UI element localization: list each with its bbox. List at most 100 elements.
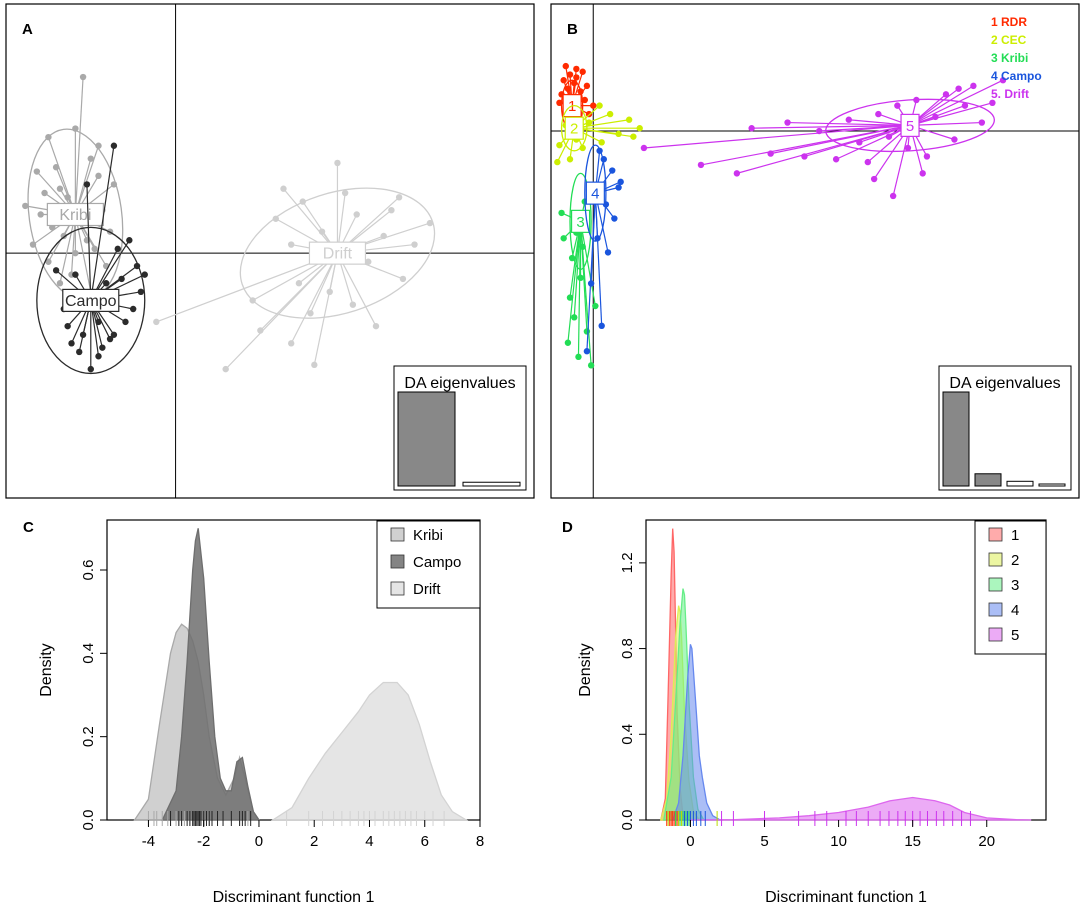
data-point (870, 175, 878, 183)
data-point (885, 133, 893, 140)
x-tick-label: 20 (978, 833, 995, 850)
data-point (999, 77, 1007, 84)
centroid-link (290, 252, 338, 344)
group-label-box (564, 116, 584, 140)
centroid-link (819, 124, 911, 132)
centroid-link (336, 252, 377, 327)
data-point (733, 170, 741, 177)
centroid-link (643, 124, 911, 149)
y-tick-label: 0.4 (619, 724, 636, 745)
data-point (118, 275, 125, 283)
data-point (904, 144, 912, 152)
eigenvalue-bar (397, 391, 456, 487)
inertia-ellipse (584, 144, 607, 242)
centroid-link (573, 221, 582, 318)
data-point (295, 280, 303, 287)
data-point (560, 235, 567, 242)
data-point (87, 155, 94, 162)
data-point (587, 362, 595, 369)
data-point (52, 267, 60, 274)
data-point (272, 215, 279, 222)
legend-swatch (988, 602, 1003, 617)
centroid-link (47, 136, 76, 215)
data-point (56, 185, 64, 192)
group-label: Kribi (59, 207, 91, 224)
data-point (923, 153, 931, 160)
data-point (978, 119, 986, 126)
data-point (353, 211, 360, 218)
group-label-box (585, 181, 605, 205)
centroid-link (751, 124, 911, 129)
legend: 1 2 3 4 5 (974, 520, 1047, 655)
data-point (287, 340, 295, 347)
group-label-box (900, 113, 920, 137)
data-point (137, 288, 145, 296)
group-1: 1 (556, 62, 597, 132)
y-tick-label: 0.0 (80, 810, 97, 831)
legend-label: 2 (1011, 552, 1019, 569)
data-point (640, 144, 648, 152)
data-point (326, 288, 333, 296)
centroid-link (909, 85, 974, 126)
density-curve-4 (671, 644, 723, 821)
data-point (141, 271, 148, 278)
data-point (864, 158, 871, 166)
data-point (388, 206, 395, 214)
inertia-ellipse (569, 172, 592, 270)
data-point (37, 211, 44, 218)
data-point (609, 167, 616, 174)
x-axis-title: Discriminant function 1 (213, 889, 375, 906)
data-point (257, 327, 264, 334)
data-point (951, 136, 958, 143)
panel-letter: D (562, 519, 573, 536)
x-tick-label: -2 (197, 833, 210, 850)
x-tick-label: 5 (760, 833, 768, 850)
data-point (103, 280, 110, 287)
data-point (615, 184, 622, 191)
x-tick-label: 15 (904, 833, 921, 850)
y-tick-label: 0.8 (619, 638, 636, 659)
group-Campo: Campo (36, 142, 148, 375)
data-point (564, 85, 572, 92)
data-point (365, 258, 372, 265)
data-point (334, 159, 341, 167)
eigenvalues-inset: DA eigenvalues (393, 365, 527, 491)
legend-swatch (988, 527, 1003, 542)
y-tick-label: 0.0 (619, 810, 636, 831)
group-label: 5 (906, 118, 914, 135)
data-point (83, 181, 91, 188)
data-point (566, 156, 574, 163)
centroid-link (909, 79, 1004, 126)
data-point (87, 365, 94, 373)
panel-a: A Kribi Campo Drift DA eigenvalues (5, 3, 535, 499)
data-point (577, 274, 584, 282)
inertia-ellipse (36, 226, 146, 375)
data-point (110, 331, 118, 338)
legend-frame (974, 520, 1047, 655)
centroid-link (577, 221, 582, 357)
eigenvalues-inset: DA eigenvalues (938, 365, 1072, 491)
data-point (598, 322, 605, 330)
y-axis-title: Density (38, 643, 55, 696)
group-3: 3 (558, 172, 599, 369)
data-point (99, 344, 106, 351)
x-tick-label: 4 (365, 833, 373, 850)
data-point (395, 194, 403, 201)
group-label-box (62, 288, 120, 312)
centroid-link (770, 124, 911, 155)
x-tick-label: 10 (830, 833, 847, 850)
data-point (106, 335, 114, 343)
y-tick-label: 0.4 (80, 643, 97, 664)
data-point (95, 172, 102, 180)
centroid-link (910, 121, 982, 126)
data-point (573, 65, 580, 73)
data-point (583, 82, 591, 90)
data-point (556, 141, 563, 149)
data-point (33, 168, 41, 175)
legend-swatch (390, 527, 405, 542)
eigenvalues-title: DA eigenvalues (404, 375, 515, 392)
legend-label: 3 (1011, 577, 1019, 594)
panel-b: B 1 2 34 5 DA eigenvalues 1 RDR 2 CEC 3 Kribi 4 C… (550, 3, 1080, 499)
